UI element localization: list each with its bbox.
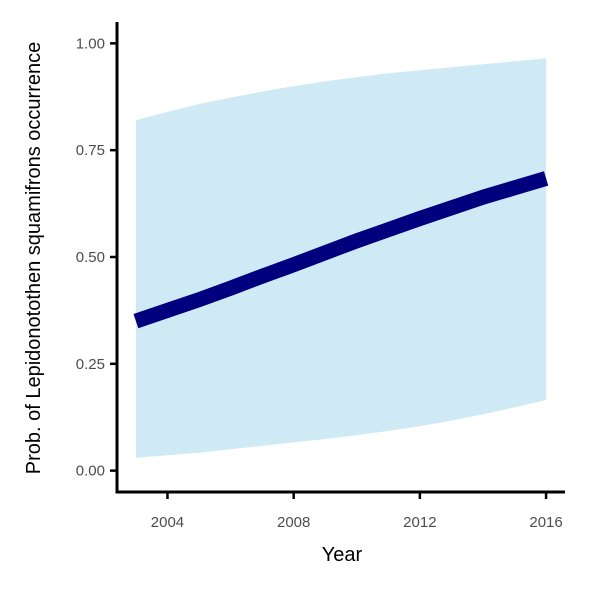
y-tick-label: 1.00 <box>76 35 105 52</box>
x-tick-label: 2012 <box>403 514 436 531</box>
x-tick-label: 2016 <box>529 514 562 531</box>
x-tick-label: 2008 <box>277 514 310 531</box>
x-axis-ticks: 2004 2008 2012 2016 <box>151 492 563 531</box>
x-axis-title: Year <box>322 544 363 566</box>
y-tick-label: 0.25 <box>76 356 105 373</box>
y-axis-ticks: 0.00 0.25 0.50 0.75 1.00 <box>76 35 117 480</box>
y-tick-label: 0.00 <box>76 463 105 480</box>
x-tick-label: 2004 <box>151 514 184 531</box>
confidence-ribbon <box>135 58 547 458</box>
y-axis-title: Prob. of Lepidonotothen squamifrons occu… <box>23 42 45 475</box>
y-tick-label: 0.50 <box>76 249 105 266</box>
trend-line <box>133 171 549 329</box>
y-tick-label: 0.75 <box>76 142 105 159</box>
